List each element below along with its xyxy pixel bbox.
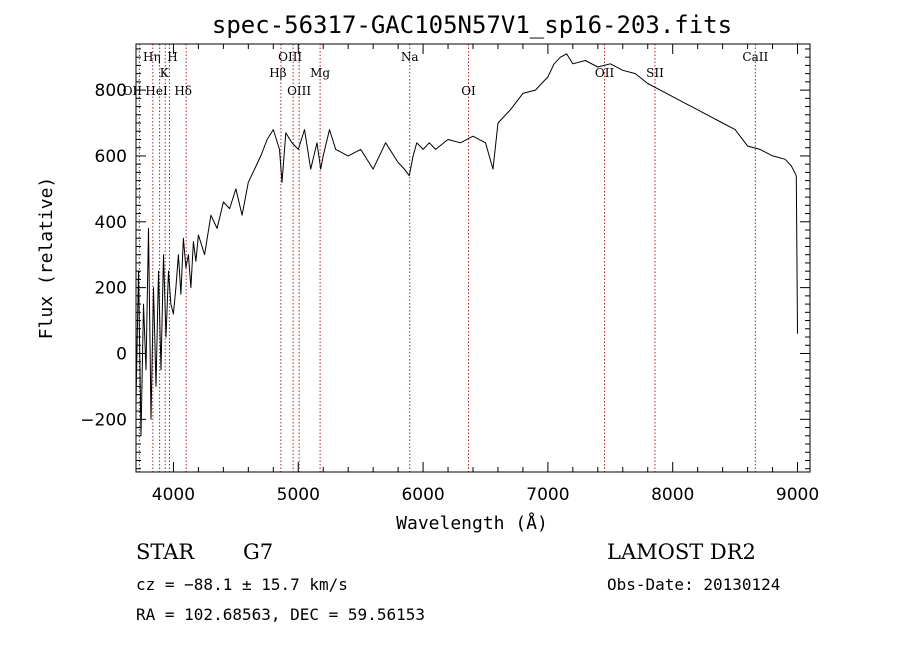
- plot-frame: [135, 43, 811, 473]
- spectral-line-label: OIII: [287, 84, 311, 98]
- survey-name: LAMOST DR2: [607, 540, 756, 564]
- spectral-line-label: Mg: [310, 66, 330, 80]
- object-class: STAR: [136, 540, 195, 564]
- spectral-line-label: OI: [461, 84, 476, 98]
- spectral-line-label: Hη: [143, 50, 161, 64]
- spectral-line-label: CaII: [742, 50, 768, 64]
- spectral-line-label: OII: [595, 66, 615, 80]
- spectral-line-label: OIII: [278, 50, 302, 64]
- object-subclass: G7: [243, 540, 273, 564]
- spectral-line-markers: [138, 44, 756, 472]
- y-tick-label: 400: [95, 213, 127, 233]
- y-tick-label: 200: [95, 279, 127, 299]
- x-tick-label: 8000: [651, 485, 694, 505]
- x-tick-label: 6000: [401, 485, 444, 505]
- x-tick-label: 5000: [277, 485, 320, 505]
- y-axis-label: Flux (relative): [36, 177, 57, 340]
- coordinates-line: RA = 102.68563, DEC = 59.56153: [136, 605, 425, 624]
- spectral-line-label: Hβ: [269, 66, 286, 80]
- x-tick-label: 7000: [526, 485, 569, 505]
- spectral-line-label: SII: [646, 66, 664, 80]
- y-tick-label: 0: [116, 344, 127, 364]
- spectrum-series: [135, 53, 798, 437]
- spectral-line-label: Hδ: [174, 84, 192, 98]
- y-tick-label: 800: [95, 81, 127, 101]
- spectral-line-label: HeI: [145, 84, 168, 98]
- y-tick-labels: −200 0 200 400 600 800: [80, 81, 127, 430]
- spectral-line-label: Na: [401, 50, 419, 64]
- x-axis-label: Wavelength (Å): [396, 512, 548, 534]
- obs-date-line: Obs-Date: 20130124: [607, 575, 780, 594]
- spectral-line-label: OII: [123, 84, 143, 98]
- redshift-line: cz = −88.1 ± 15.7 km/s: [136, 575, 348, 594]
- spectral-line-label: K: [160, 66, 170, 80]
- axis-ticks: [136, 44, 810, 472]
- y-tick-label: −200: [80, 410, 127, 430]
- spectrum-line-0: [135, 53, 798, 437]
- x-tick-labels: 4000 5000 6000 7000 8000 9000: [152, 485, 819, 505]
- spectral-line-label: H: [167, 50, 177, 64]
- x-tick-label: 9000: [776, 485, 819, 505]
- y-tick-label: 600: [95, 147, 127, 167]
- chart-title: spec-56317-GAC105N57V1_sp16-203.fits: [212, 11, 732, 39]
- x-tick-label: 4000: [152, 485, 195, 505]
